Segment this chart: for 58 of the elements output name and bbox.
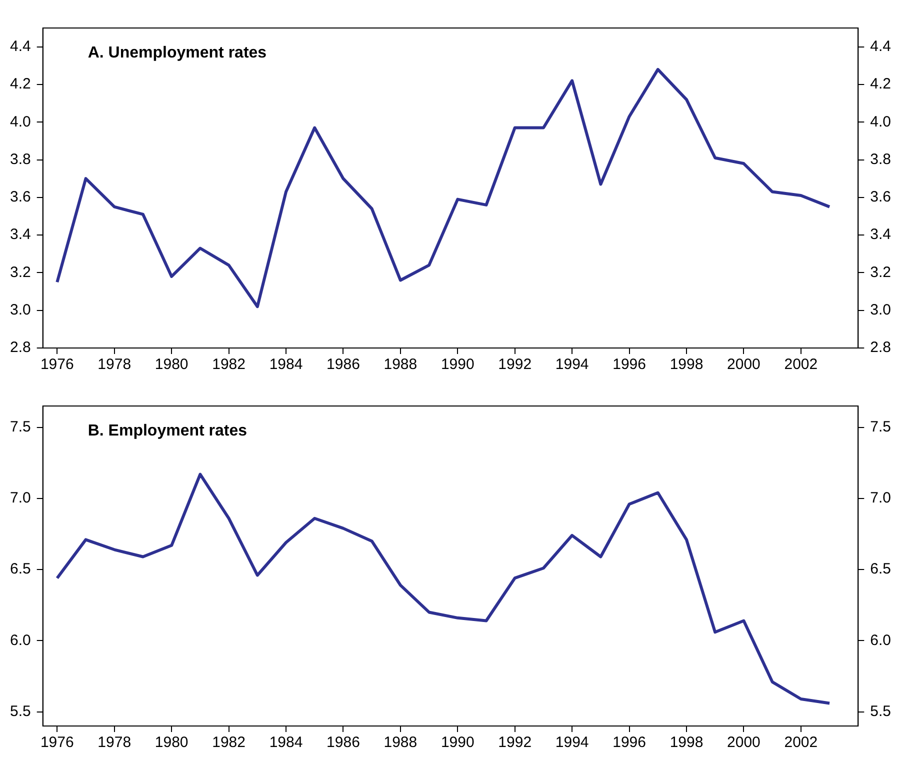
- y-tick-label: 6.5: [10, 560, 31, 578]
- x-tick-label: 1994: [555, 734, 589, 752]
- x-tick-label: 2002: [784, 356, 818, 374]
- y-tick-label: 3.4: [10, 226, 31, 244]
- x-tick-label: 1978: [98, 734, 132, 752]
- y-tick-label: 7.0: [10, 490, 31, 507]
- x-tick-label: 1978: [98, 356, 132, 374]
- x-tick-label: 2002: [784, 734, 818, 752]
- x-tick-label: 1990: [440, 356, 474, 374]
- y-tick-label: 4.4: [10, 38, 31, 55]
- y-tick-label: 3.0: [10, 301, 31, 318]
- x-tick-label: 1992: [498, 356, 532, 374]
- y2-tick-label: 3.2: [870, 264, 892, 281]
- y2-tick-label: 4.0: [870, 113, 892, 130]
- y-tick-label: 3.8: [10, 150, 31, 168]
- y-tick-label: 4.0: [10, 113, 31, 130]
- y-tick-label: 3.2: [10, 264, 31, 281]
- y-tick-label: 2.8: [10, 339, 31, 356]
- x-tick-label: 1998: [670, 356, 704, 374]
- x-tick-label: 1996: [612, 734, 646, 752]
- y2-tick-label: 3.4: [870, 226, 892, 244]
- x-tick-label: 1976: [40, 356, 74, 374]
- x-tick-label: 1988: [384, 356, 418, 374]
- y2-tick-label: 3.0: [870, 301, 892, 318]
- x-tick-label: 1976: [40, 734, 74, 752]
- y2-tick-label: 5.5: [870, 702, 892, 720]
- y2-tick-label: 6.5: [870, 560, 892, 578]
- y2-tick-label: 7.5: [870, 418, 892, 436]
- y-tick-label: 7.5: [10, 418, 31, 436]
- y2-tick-label: 3.8: [870, 150, 892, 168]
- y-tick-label: 5.5: [10, 702, 31, 720]
- y-tick-label: 3.6: [10, 188, 31, 206]
- y2-tick-label: 6.0: [870, 632, 892, 649]
- x-tick-label: 1984: [269, 734, 303, 752]
- y2-tick-label: 7.0: [870, 490, 892, 507]
- x-tick-label: 1982: [212, 734, 246, 752]
- x-tick-label: 1980: [154, 356, 188, 374]
- x-tick-label: 1992: [498, 734, 532, 752]
- x-tick-label: 1996: [612, 356, 646, 374]
- text: A. Unemployment rates: [88, 44, 267, 62]
- x-tick-label: 1990: [440, 734, 474, 752]
- x-tick-label: 1986: [326, 356, 360, 374]
- x-tick-label: 1986: [326, 734, 360, 752]
- x-tick-label: 1984: [269, 356, 303, 374]
- x-tick-label: 2000: [727, 734, 760, 752]
- x-tick-label: 1982: [212, 356, 246, 374]
- x-tick-label: 2000: [727, 356, 760, 374]
- y2-tick-label: 2.8: [870, 339, 892, 356]
- y2-tick-label: 4.4: [870, 38, 892, 55]
- y-tick-label: 6.0: [10, 632, 31, 649]
- text: B. Employment rates: [88, 422, 248, 440]
- x-tick-label: 1980: [154, 734, 188, 752]
- y2-tick-label: 4.2: [870, 76, 892, 93]
- x-tick-label: 1988: [384, 734, 418, 752]
- x-tick-label: 1994: [555, 356, 589, 374]
- x-tick-label: 1998: [670, 734, 704, 752]
- y-tick-label: 4.2: [10, 76, 31, 93]
- y2-tick-label: 3.6: [870, 188, 892, 206]
